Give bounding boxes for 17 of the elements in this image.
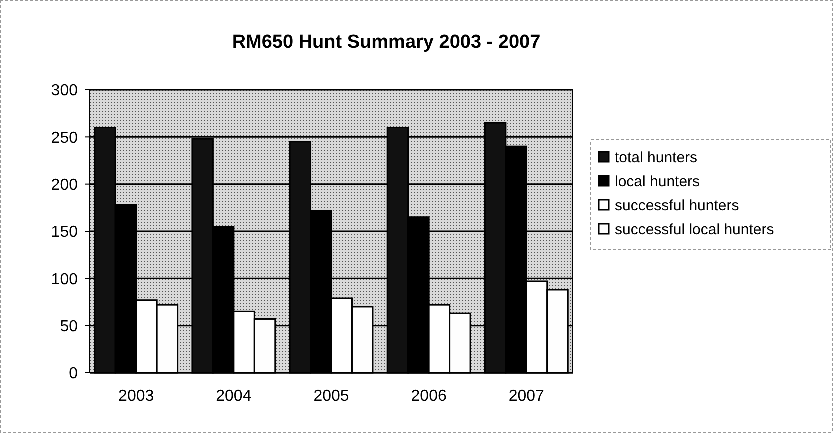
y-tick-label: 0 bbox=[69, 366, 78, 383]
x-tick-label: 2006 bbox=[411, 388, 447, 405]
y-tick-label: 200 bbox=[51, 176, 78, 194]
legend-label: successful local hunters bbox=[615, 221, 774, 238]
y-tick-label: 300 bbox=[51, 82, 78, 100]
y-tick-label: 150 bbox=[51, 224, 78, 242]
x-tick-label: 2007 bbox=[508, 388, 545, 405]
chart-title: RM650 Hunt Summary 2003 - 2007 bbox=[232, 32, 541, 53]
y-tick-label: 100 bbox=[51, 271, 78, 288]
y-tick-label: 250 bbox=[51, 130, 78, 147]
x-tick-label: 2003 bbox=[118, 388, 154, 405]
x-tick-label: 2005 bbox=[314, 388, 350, 405]
legend-label: total hunters bbox=[615, 149, 698, 166]
x-tick-label: 2004 bbox=[216, 388, 252, 405]
legend-label: successful hunters bbox=[615, 197, 740, 214]
legend-label: local hunters bbox=[615, 173, 700, 190]
y-tick-label: 50 bbox=[60, 318, 78, 336]
